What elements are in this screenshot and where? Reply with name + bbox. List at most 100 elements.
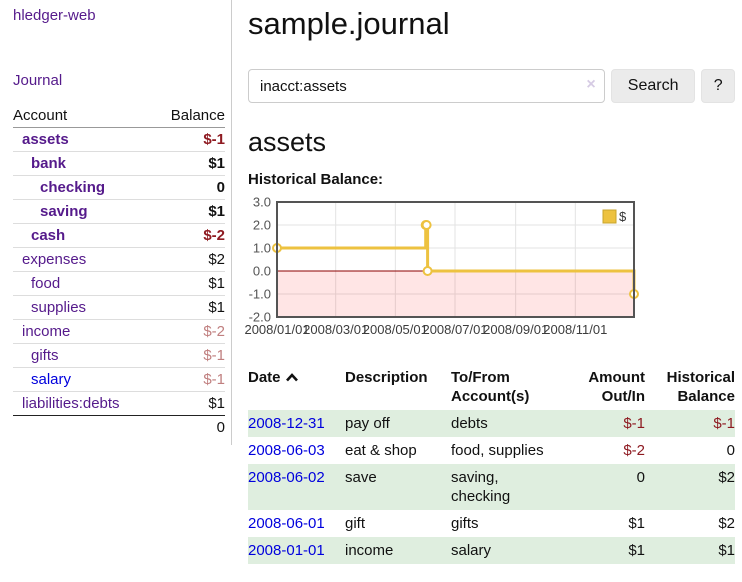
sidebar-account-gifts[interactable]: gifts <box>31 347 59 364</box>
search-input[interactable] <box>248 69 605 103</box>
page: hledger-web Journal Account Balance asse… <box>0 0 742 564</box>
account-balance: $-2 <box>153 223 225 248</box>
account-row: supplies $1 <box>13 295 225 320</box>
accounts-header-account: Account <box>13 104 154 128</box>
sidebar-account-salary[interactable]: salary <box>31 371 72 388</box>
sidebar-account-assets[interactable]: assets <box>22 131 69 148</box>
transaction-balance: $-1 <box>713 415 735 432</box>
transaction-accounts: salary <box>451 542 492 559</box>
historical-balance-chart[interactable]: $3.0 2.0 1.0 0.0 -1.0 -2.02008/01/012008/03/0… <box>244 195 735 345</box>
sidebar-account-checking[interactable]: checking <box>40 179 106 196</box>
svg-text:$: $ <box>619 209 627 224</box>
svg-text:2008/05/01: 2008/05/01 <box>363 322 428 337</box>
search-button[interactable]: Search <box>610 69 696 103</box>
account-heading: assets <box>248 127 327 157</box>
svg-text:2008/03/01: 2008/03/01 <box>303 322 368 337</box>
transaction-description: eat & shop <box>345 442 417 459</box>
chart-label: Historical Balance: <box>248 171 384 188</box>
accounts-header-balance: Balance <box>153 104 225 128</box>
svg-text:-2.0: -2.0 <box>249 310 271 325</box>
transaction-balance: 0 <box>726 442 735 459</box>
sort-ascending-icon <box>285 369 299 388</box>
transaction-date-link[interactable]: 2008-06-01 <box>248 515 325 532</box>
register-row: 2008-06-02 save saving, checking 0 $2 <box>248 464 735 510</box>
register-header-row: Date Description To/From Account(s) Amou… <box>248 364 735 410</box>
account-row: checking 0 <box>13 175 225 200</box>
account-row: expenses $2 <box>13 247 225 272</box>
app-brand-link[interactable]: hledger-web <box>13 7 96 24</box>
svg-text:2008/09/01: 2008/09/01 <box>483 322 548 337</box>
register-header-date[interactable]: Date <box>248 364 345 410</box>
transaction-date-link[interactable]: 2008-12-31 <box>248 415 325 432</box>
transaction-accounts: food, supplies <box>451 442 544 459</box>
transaction-amount: $1 <box>628 542 645 559</box>
account-row: gifts $-1 <box>13 343 225 368</box>
svg-text:2008/11/01: 2008/11/01 <box>543 322 607 337</box>
transaction-date-link[interactable]: 2008-06-02 <box>248 469 325 486</box>
account-balance: $1 <box>153 295 225 320</box>
transaction-date-link[interactable]: 2008-01-01 <box>248 542 325 559</box>
accounts-total-row: 0 <box>13 416 225 440</box>
transaction-description: income <box>345 542 394 559</box>
svg-text:2008/07/01: 2008/07/01 <box>422 322 487 337</box>
account-balance: $-1 <box>153 367 225 392</box>
register-header-amount: Amount Out/In <box>588 369 645 405</box>
transaction-description: gift <box>345 515 366 532</box>
transaction-balance: $1 <box>718 542 735 559</box>
sidebar-item-journal[interactable]: Journal <box>13 72 63 89</box>
sidebar-account-liabilities-debts[interactable]: liabilities:debts <box>22 395 120 412</box>
clear-search-icon[interactable]: × <box>586 76 596 93</box>
account-balance: 0 <box>153 175 225 200</box>
page-title: sample.journal <box>248 6 450 41</box>
transaction-accounts: debts <box>451 415 488 432</box>
transaction-amount: $-2 <box>623 442 645 459</box>
account-balance: $1 <box>153 151 225 176</box>
sidebar-account-saving[interactable]: saving <box>40 203 88 220</box>
account-row: food $1 <box>13 271 225 296</box>
account-balance: $-2 <box>153 319 225 344</box>
account-balance: $-1 <box>153 343 225 368</box>
sidebar: hledger-web Journal Account Balance asse… <box>0 0 232 445</box>
sidebar-account-bank[interactable]: bank <box>31 155 67 172</box>
svg-text:-1.0: -1.0 <box>249 287 271 302</box>
accounts-tbody: assets $-1 bank $1 checking 0 saving $1 cash $-2 e… <box>13 127 225 440</box>
account-balance: $1 <box>153 271 225 296</box>
register-row: 2008-12-31 pay off debts $-1 $-1 <box>248 410 735 437</box>
svg-text:0.0: 0.0 <box>253 264 271 279</box>
register-header-description: Description <box>345 369 428 386</box>
accounts-table: Account Balance assets $-1 bank $1 checking 0… <box>13 104 225 439</box>
register-header-accounts: To/From Account(s) <box>451 369 530 405</box>
sidebar-account-food[interactable]: food <box>31 275 61 292</box>
account-row: assets $-1 <box>13 127 225 152</box>
main-content: sample.journal × Search ? assets Histori… <box>232 0 742 564</box>
svg-text:2008/01/01: 2008/01/01 <box>244 322 309 337</box>
transaction-amount: 0 <box>636 469 645 486</box>
transaction-balance: $2 <box>718 469 735 486</box>
account-row: saving $1 <box>13 199 225 224</box>
transaction-date-link[interactable]: 2008-06-03 <box>248 442 325 459</box>
transaction-accounts: saving, checking <box>451 469 511 505</box>
transaction-amount: $1 <box>628 515 645 532</box>
register-row: 2008-06-03 eat & shop food, supplies $-2 0 <box>248 437 735 464</box>
account-balance: $1 <box>153 391 225 416</box>
sidebar-account-income[interactable]: income <box>22 323 71 340</box>
register-row: 2008-01-01 income salary $1 $1 <box>248 537 735 564</box>
transaction-amount: $-1 <box>623 415 645 432</box>
help-button[interactable]: ? <box>701 69 735 103</box>
sidebar-account-supplies[interactable]: supplies <box>31 299 87 316</box>
accounts-total: 0 <box>216 419 225 436</box>
account-row: liabilities:debts $1 <box>13 391 225 416</box>
sidebar-account-expenses[interactable]: expenses <box>22 251 87 268</box>
account-row: income $-2 <box>13 319 225 344</box>
svg-text:3.0: 3.0 <box>253 195 271 210</box>
transaction-balance: $2 <box>718 515 735 532</box>
transaction-description: save <box>345 469 377 486</box>
svg-text:1.0: 1.0 <box>253 241 271 256</box>
register-tbody: 2008-12-31 pay off debts $-1 $-1 2008-06-03 ea… <box>248 410 735 564</box>
sidebar-account-cash[interactable]: cash <box>31 227 66 244</box>
account-balance: $-1 <box>153 127 225 152</box>
register-row: 2008-06-01 gift gifts $1 $2 <box>248 510 735 537</box>
transaction-description: pay off <box>345 415 390 432</box>
chart-container: $3.0 2.0 1.0 0.0 -1.0 -2.0 2008/01/01 2008/03/0… <box>244 195 735 345</box>
account-balance: $1 <box>153 199 225 224</box>
